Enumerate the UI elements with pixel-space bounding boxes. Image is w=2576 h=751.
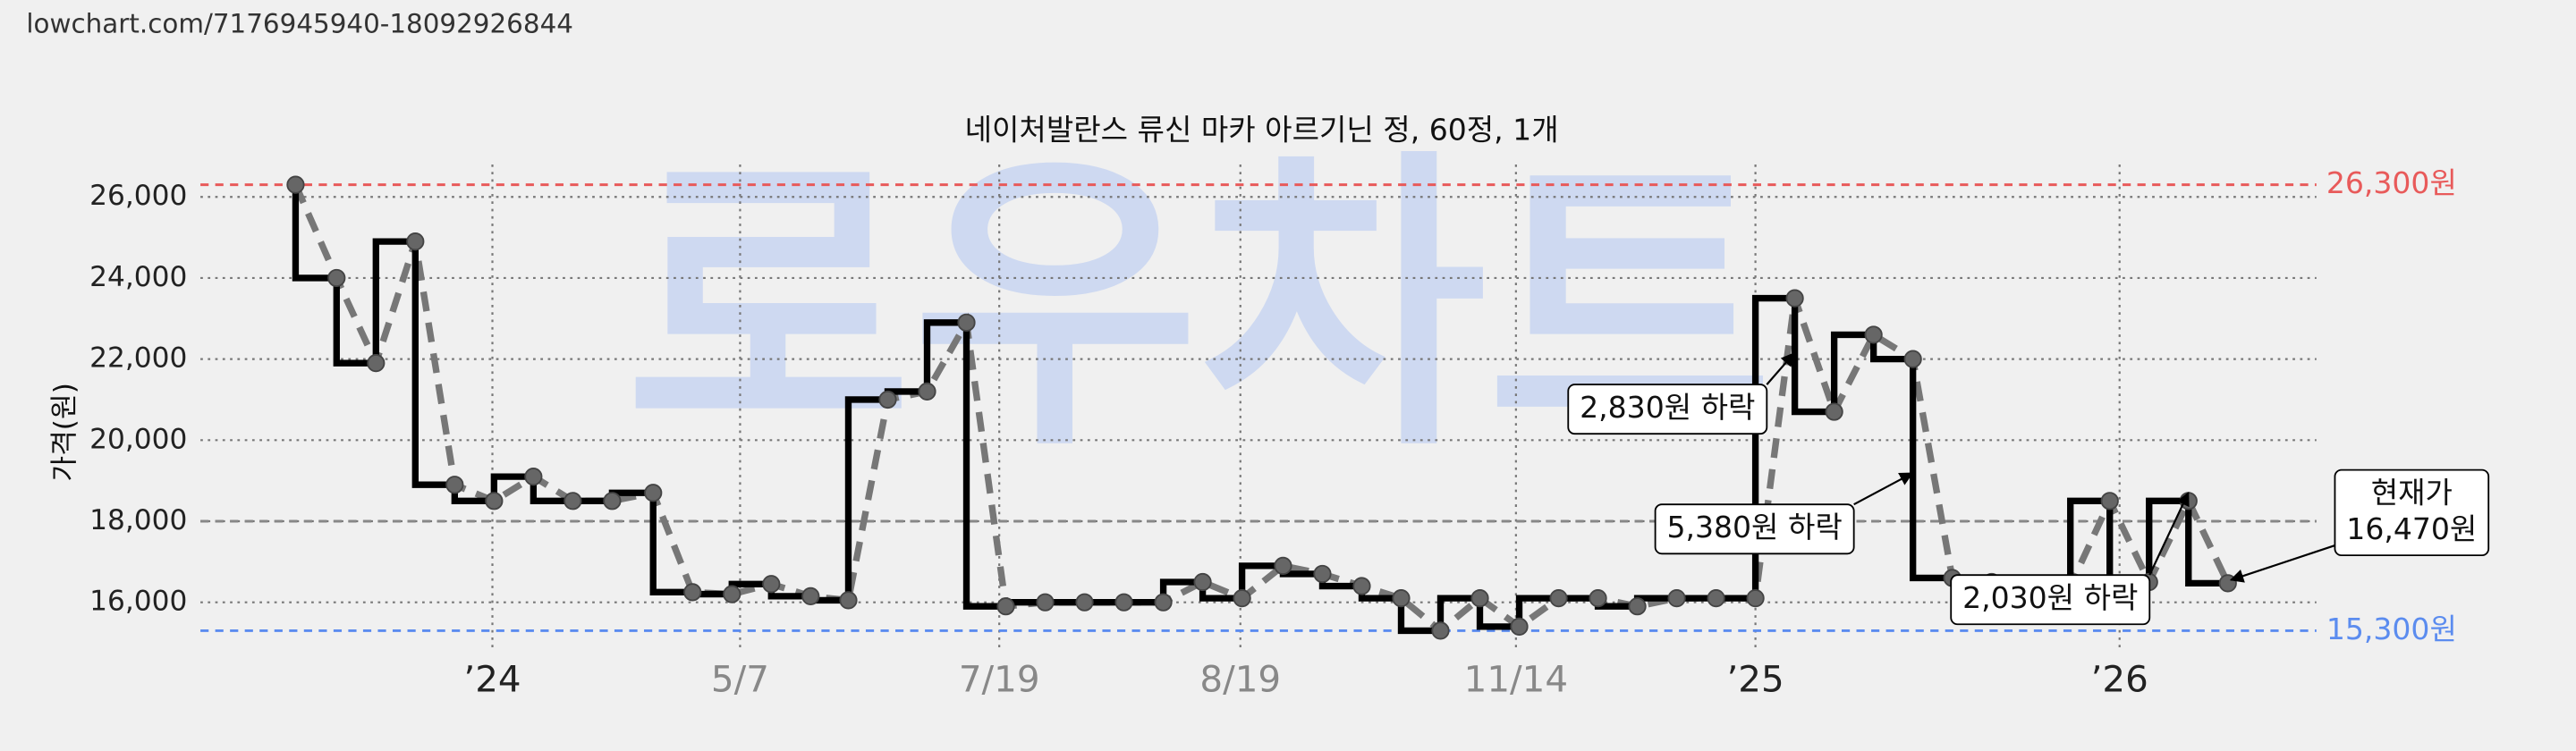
price-point bbox=[1628, 597, 1647, 616]
price-point bbox=[1274, 556, 1292, 575]
x-tick-label: 5/7 bbox=[711, 658, 769, 701]
price-point bbox=[996, 597, 1015, 616]
x-tick-label: 8/19 bbox=[1199, 658, 1281, 701]
price-point bbox=[644, 484, 663, 502]
source-url: lowchart.com/7176945940-18092926844 bbox=[26, 8, 573, 38]
annotation-box bbox=[1950, 574, 2151, 626]
price-point bbox=[1470, 589, 1489, 608]
x-tick-label: 11/14 bbox=[1464, 658, 1568, 701]
price-point bbox=[1707, 589, 1725, 608]
price-point bbox=[918, 382, 936, 401]
price-point bbox=[406, 232, 425, 251]
price-point bbox=[367, 354, 386, 373]
price-point bbox=[286, 175, 305, 194]
annotation: 2,830원 하락 bbox=[1567, 384, 1768, 435]
annotation-arrow bbox=[2229, 544, 2335, 583]
price-point bbox=[1193, 572, 1212, 592]
x-tick-label: ’25 bbox=[1726, 658, 1784, 701]
price-point bbox=[2218, 574, 2237, 593]
y-tick-label: 18,000 bbox=[89, 504, 187, 536]
x-tick-label: ’24 bbox=[463, 658, 521, 701]
price-point bbox=[1233, 589, 1251, 608]
price-point bbox=[564, 492, 582, 511]
annotation-text: 2,030원 하락 bbox=[1962, 580, 2138, 615]
x-tick-label: ’26 bbox=[2091, 658, 2148, 701]
price-point bbox=[1352, 577, 1371, 595]
y-tick-label: 24,000 bbox=[89, 261, 187, 293]
price-point bbox=[1825, 402, 1843, 421]
price-point bbox=[1746, 589, 1765, 608]
price-point bbox=[485, 492, 504, 511]
price-point bbox=[1431, 621, 1450, 640]
price-point bbox=[957, 313, 976, 332]
price-point bbox=[878, 390, 897, 409]
annotation-box bbox=[1567, 384, 1768, 435]
price-point bbox=[683, 583, 702, 602]
price-point bbox=[1589, 589, 1607, 608]
annotation-arrow bbox=[1853, 472, 1914, 506]
price-point bbox=[2100, 492, 2119, 511]
price-point bbox=[524, 468, 543, 486]
y-tick-label: 20,000 bbox=[89, 423, 187, 455]
price-point bbox=[1036, 593, 1055, 612]
annotation-arrow bbox=[1766, 352, 1795, 385]
annotation-text: 5,380원 하락 bbox=[1666, 510, 1842, 544]
price-point bbox=[1864, 325, 1883, 344]
price-point bbox=[762, 575, 781, 594]
price-point bbox=[445, 476, 464, 494]
price-point bbox=[839, 591, 858, 610]
y-tick-label: 26,000 bbox=[89, 180, 187, 212]
annotation-text: 2,830원 하락 bbox=[1580, 390, 1755, 425]
price-point bbox=[1549, 589, 1568, 608]
chart-title: 네이처발란스 류신 마카 아르기닌 정, 60정, 1개 bbox=[965, 113, 1559, 148]
price-point bbox=[1114, 593, 1133, 612]
price-point bbox=[801, 586, 820, 605]
annotation: 2,030원 하락 bbox=[1950, 574, 2151, 626]
y-tick-label: 22,000 bbox=[89, 342, 187, 375]
y-axis-label: 가격(원) bbox=[48, 383, 80, 482]
price-point bbox=[1075, 593, 1094, 612]
annotation-text: 현재가 bbox=[2371, 476, 2453, 511]
price-point bbox=[1392, 589, 1411, 608]
annotation-text: 16,470원 bbox=[2346, 511, 2477, 546]
annotation-box bbox=[1654, 503, 1855, 555]
reference-label: 15,300원 bbox=[2326, 612, 2457, 646]
price-point bbox=[327, 268, 346, 288]
price-point bbox=[1667, 589, 1686, 608]
price-point bbox=[1903, 350, 1922, 368]
y-tick-label: 16,000 bbox=[89, 586, 187, 618]
price-point bbox=[723, 585, 741, 603]
reference-label: 26,300원 bbox=[2326, 165, 2457, 200]
annotation-box bbox=[2334, 468, 2490, 557]
x-tick-label: 7/19 bbox=[959, 658, 1040, 701]
annotation-arrow bbox=[2148, 491, 2190, 576]
price-point bbox=[1154, 593, 1173, 612]
price-point bbox=[1510, 617, 1529, 636]
price-point bbox=[603, 492, 622, 511]
price-point bbox=[1313, 564, 1332, 584]
annotation: 5,380원 하락 bbox=[1654, 503, 1855, 555]
price-point bbox=[1785, 289, 1804, 308]
